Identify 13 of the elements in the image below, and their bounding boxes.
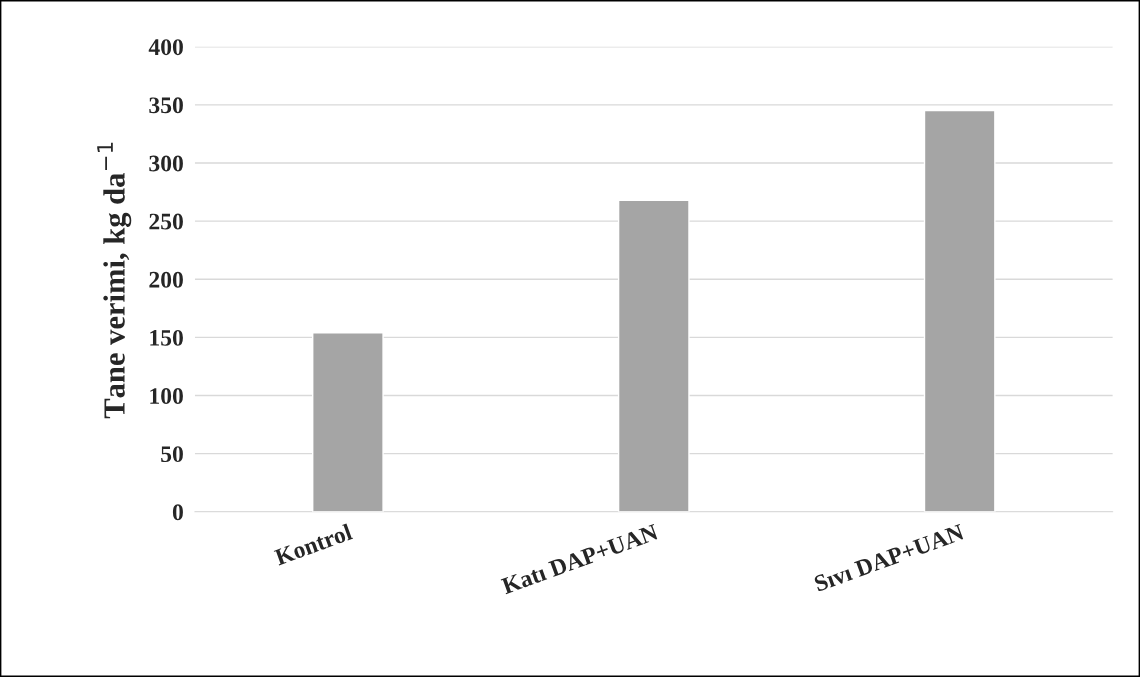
y-tick-label: 150 [150, 329, 183, 346]
y-tick-label: 250 [149, 213, 183, 230]
y-tick-label: 350 [149, 97, 183, 114]
y-tick-label: 0 [172, 504, 183, 521]
y-tick-label: 200 [149, 271, 183, 288]
y-tick-label: 400 [148, 39, 183, 56]
y-tick-label: 50 [161, 446, 183, 463]
y-tick-label: 100 [150, 388, 183, 404]
bar [312, 332, 384, 512]
bar [923, 109, 996, 512]
bar [617, 199, 690, 512]
y-axis-title: Tane verimi, kg da$^{−1}$ [97, 142, 132, 419]
y-tick-label: 300 [149, 155, 183, 172]
